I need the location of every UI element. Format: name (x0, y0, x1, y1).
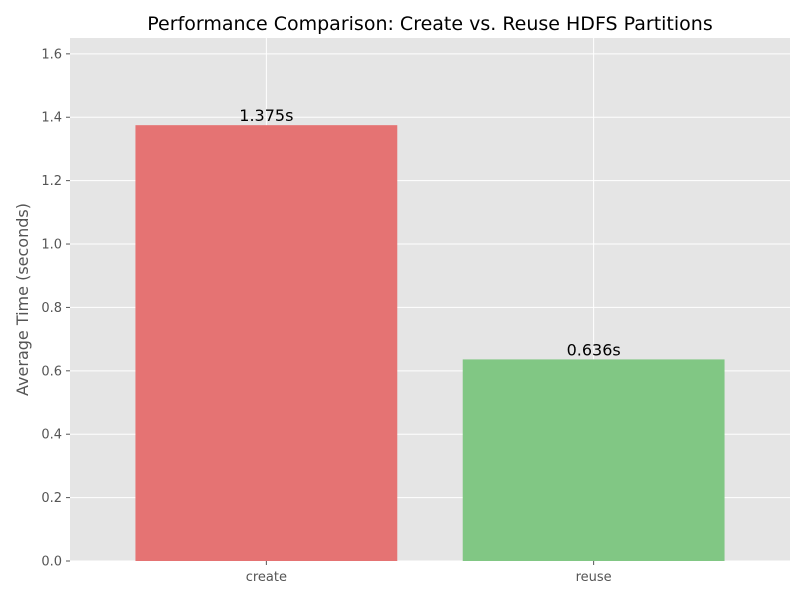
bars (135, 125, 725, 562)
y-axis-label: Average Time (seconds) (13, 203, 32, 396)
y-tick-label: 1.4 (41, 111, 62, 126)
chart-title: Performance Comparison: Create vs. Reuse… (147, 13, 712, 35)
data-label-create: 1.375s (239, 106, 293, 125)
y-tick-label: 0.6 (41, 364, 62, 379)
bar-create (135, 125, 398, 562)
y-axis: 0.0 0.2 0.4 0.6 0.8 1.0 1.2 1.4 1.6 (41, 47, 70, 570)
y-tick-label: 0.2 (41, 491, 62, 506)
y-tick-label: 1.6 (41, 47, 62, 62)
data-labels: 1.375s 0.636s (239, 106, 620, 359)
x-axis: create reuse (246, 561, 612, 585)
y-tick-label: 0.8 (41, 301, 62, 316)
bar-reuse (462, 359, 725, 561)
y-tick-label: 1.0 (41, 238, 62, 253)
y-tick-label: 0.0 (41, 555, 62, 570)
y-tick-label: 1.2 (41, 174, 62, 189)
x-tick-label: create (246, 570, 287, 585)
y-tick-label: 0.4 (41, 428, 62, 443)
x-tick-label: reuse (576, 570, 612, 585)
data-label-reuse: 0.636s (567, 340, 621, 359)
